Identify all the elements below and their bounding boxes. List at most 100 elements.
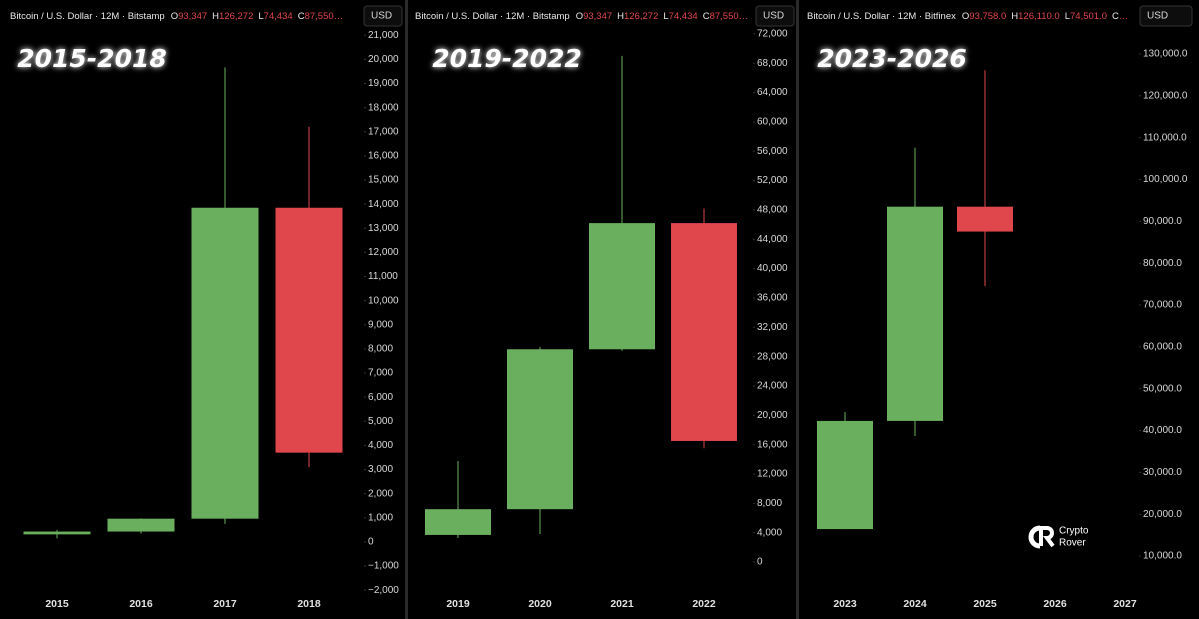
ohlc-value: 74,434 <box>669 11 698 22</box>
y-tick-label: 32,000 <box>757 322 788 333</box>
ohlc-key: C <box>298 11 305 22</box>
ohlc-key: L <box>258 11 263 22</box>
y-tick-label: 10,000.0 <box>1143 551 1182 562</box>
candle-body <box>887 206 943 421</box>
source-label: Bitcoin / U.S. Dollar · 12M · Bitfinex <box>807 11 956 22</box>
y-tick-label: 20,000 <box>368 54 399 65</box>
ohlc-key: C <box>703 11 710 22</box>
y-tick-label: 36,000 <box>757 293 788 304</box>
watermark-text: Crypto <box>1059 526 1089 537</box>
y-tick-label: 18,000 <box>368 102 399 113</box>
candle-body <box>107 518 175 532</box>
y-tick-label: 8,000 <box>368 344 393 355</box>
panel-divider <box>796 0 799 619</box>
ohlc-key: O <box>962 11 969 22</box>
y-tick-label: 60,000 <box>757 117 788 128</box>
y-tick-label: 100,000.0 <box>1143 174 1188 185</box>
ohlc-key: L <box>1065 11 1070 22</box>
x-tick-label: 2026 <box>1043 598 1067 610</box>
ohlc-value: 126,272 <box>219 11 253 22</box>
y-tick-label: 4,000 <box>757 527 782 538</box>
currency-label: USD <box>763 11 784 22</box>
ohlc-value: 93,347 <box>178 11 207 22</box>
x-tick-label: 2019 <box>446 598 470 610</box>
y-tick-label: 56,000 <box>757 146 788 157</box>
watermark-text: Rover <box>1059 538 1086 549</box>
ohlc-value: 87,550… <box>305 11 344 22</box>
candle-body <box>23 531 91 535</box>
chart-header: Bitcoin / U.S. Dollar · 12M · Bitstamp O9… <box>415 11 748 22</box>
logo-icon <box>1028 525 1041 549</box>
candle-body <box>191 207 259 519</box>
y-tick-label: 14,000 <box>368 199 399 210</box>
ohlc-key: L <box>663 11 668 22</box>
y-tick-label: 52,000 <box>757 175 788 186</box>
y-tick-label: 9,000 <box>368 319 393 330</box>
y-tick-label: 12,000 <box>757 469 788 480</box>
y-tick-label: 20,000.0 <box>1143 509 1182 520</box>
x-tick-label: 2024 <box>903 598 927 610</box>
y-tick-label: 5,000 <box>368 416 393 427</box>
currency-label: USD <box>1147 11 1168 22</box>
y-tick-label: 72,000 <box>757 29 788 40</box>
ohlc-value: 93,758.0 <box>969 11 1006 22</box>
ohlc-value: 74,434 <box>264 11 293 22</box>
y-tick-label: 70,000.0 <box>1143 300 1182 311</box>
y-tick-label: 40,000.0 <box>1143 425 1182 436</box>
x-tick-label: 2015 <box>45 598 69 610</box>
y-tick-label: 19,000 <box>368 78 399 89</box>
y-tick-label: 17,000 <box>368 126 399 137</box>
y-tick-label: 11,000 <box>368 271 398 282</box>
y-tick-label: 130,000.0 <box>1143 49 1188 60</box>
y-tick-label: 40,000 <box>757 263 788 274</box>
currency-button <box>755 5 795 27</box>
period-title: 2023-2026 <box>817 44 967 73</box>
candle-body <box>671 223 737 441</box>
y-tick-label: 64,000 <box>757 87 788 98</box>
y-tick-label: −2,000 <box>368 585 399 596</box>
x-tick-label: 2016 <box>129 598 153 610</box>
ohlc-value: 87,550… <box>710 11 749 22</box>
y-tick-label: −1,000 <box>368 561 399 572</box>
ohlc-key: H <box>212 11 219 22</box>
y-tick-label: 3,000 <box>368 464 393 475</box>
x-tick-label: 2020 <box>528 598 552 610</box>
ohlc-value: … <box>1119 11 1129 22</box>
x-tick-label: 2021 <box>610 598 634 610</box>
candle-body <box>275 207 343 453</box>
ohlc-value: 93,347 <box>583 11 612 22</box>
x-tick-label: 2022 <box>692 598 716 610</box>
y-tick-label: 0 <box>368 537 374 548</box>
ohlc-key: C <box>1112 11 1119 22</box>
y-tick-label: 90,000.0 <box>1143 216 1182 227</box>
y-tick-label: 120,000.0 <box>1143 90 1188 101</box>
x-tick-label: 2017 <box>213 598 237 610</box>
y-tick-label: 16,000 <box>757 439 788 450</box>
candle-body <box>507 349 573 510</box>
ohlc-key: H <box>1011 11 1018 22</box>
x-tick-label: 2025 <box>973 598 997 610</box>
y-tick-label: 10,000 <box>368 295 399 306</box>
ohlc-value: 126,110.0 <box>1018 11 1060 22</box>
y-tick-label: 30,000.0 <box>1143 467 1182 478</box>
y-tick-label: 4,000 <box>368 440 393 451</box>
y-tick-label: 68,000 <box>757 58 788 69</box>
ohlc-key: H <box>617 11 624 22</box>
ohlc-value: 74,501.0 <box>1070 11 1107 22</box>
y-tick-label: 1,000 <box>368 512 393 523</box>
ohlc-value: 126,272 <box>624 11 658 22</box>
panel-divider <box>405 0 408 619</box>
y-tick-label: 8,000 <box>757 498 782 509</box>
y-tick-label: 80,000.0 <box>1143 258 1182 269</box>
y-tick-label: 6,000 <box>368 392 393 403</box>
candle-body <box>817 420 873 530</box>
currency-button <box>1139 5 1193 27</box>
y-tick-label: 50,000.0 <box>1143 383 1182 394</box>
candle-body <box>589 223 655 350</box>
source-label: Bitcoin / U.S. Dollar · 12M · Bitstamp <box>10 11 165 22</box>
y-tick-label: 12,000 <box>368 247 399 258</box>
logo: Crypto Rover <box>1028 525 1089 549</box>
y-tick-label: 110,000.0 <box>1143 132 1187 143</box>
y-tick-label: 0 <box>757 557 763 568</box>
